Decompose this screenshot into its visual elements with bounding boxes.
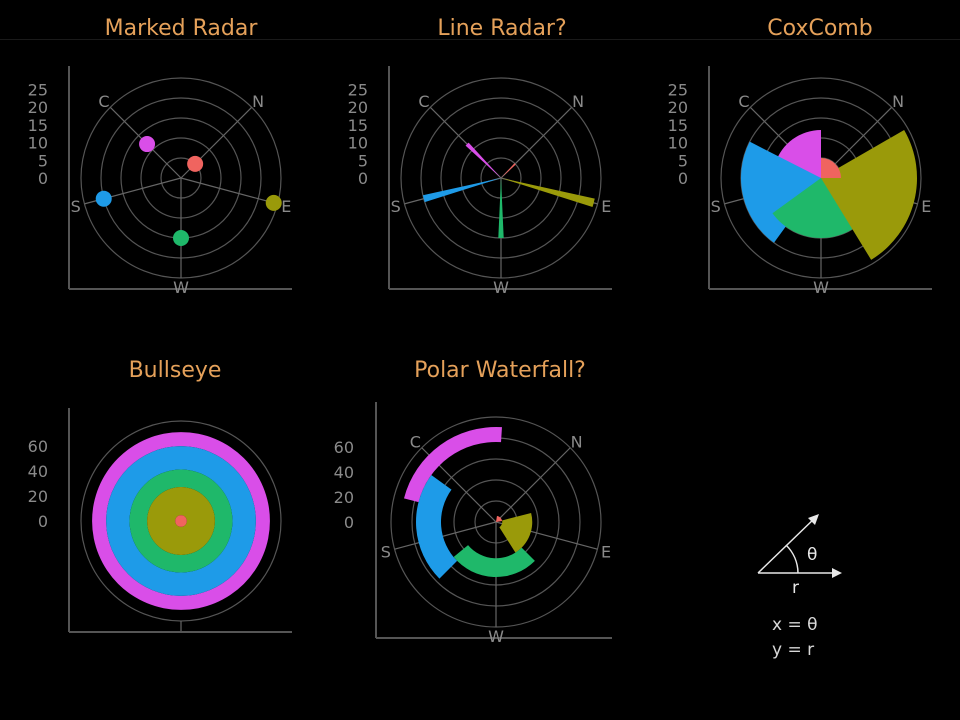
chart-title-line-radar: Line Radar? — [437, 16, 567, 41]
data-point-w — [173, 230, 189, 246]
legend-ray-arrowhead — [808, 514, 819, 525]
data-wedge-c — [465, 142, 501, 178]
r-tick-label: 5 — [678, 151, 688, 170]
grid-spoke — [394, 521, 497, 550]
direction-label-e: E — [601, 543, 611, 562]
r-tick-label: 25 — [28, 80, 48, 99]
data-wedge-s — [740, 141, 821, 243]
r-tick-label: 0 — [358, 169, 368, 188]
chart-title-marked-radar: Marked Radar — [104, 16, 258, 41]
data-wedge-w — [498, 178, 504, 238]
chart-title-bullseye: Bullseye — [128, 358, 222, 383]
direction-label-e: E — [281, 197, 291, 216]
r-tick-label: 10 — [28, 134, 48, 153]
r-tick-label: 5 — [38, 151, 48, 170]
r-tick-label: 40 — [28, 462, 48, 481]
direction-label-n: N — [252, 92, 264, 111]
data-wedge-e — [501, 178, 595, 207]
data-point-s — [95, 190, 112, 207]
data-point-c — [139, 136, 156, 153]
direction-label-s: S — [391, 197, 401, 216]
data-wedge-w — [772, 178, 870, 238]
r-tick-label: 10 — [348, 134, 368, 153]
direction-label-e: E — [921, 197, 931, 216]
r-tick-label: 60 — [28, 437, 48, 456]
r-tick-label: 20 — [348, 98, 368, 117]
r-tick-label: 0 — [38, 512, 48, 531]
data-ring-4 — [175, 515, 187, 527]
direction-label-c: C — [98, 92, 109, 111]
r-tick-label: 15 — [668, 116, 688, 135]
r-tick-label: 60 — [334, 438, 354, 457]
direction-label-n: N — [572, 92, 584, 111]
legend-theta-arc — [785, 544, 799, 574]
r-tick-label: 40 — [334, 463, 354, 482]
legend-x-equation: x = θ — [772, 615, 818, 635]
direction-label-c: C — [418, 92, 429, 111]
data-ring-3 — [147, 487, 215, 555]
direction-label-s: S — [381, 543, 391, 562]
data-segment-e — [499, 512, 533, 553]
legend-r-label: r — [792, 578, 799, 598]
data-ring-1 — [106, 446, 256, 596]
r-tick-label: 0 — [38, 169, 48, 188]
grid-spoke — [180, 177, 278, 205]
chart-title-coxcomb: CoxComb — [767, 16, 873, 41]
r-tick-label: 15 — [348, 116, 368, 135]
data-segment-s — [416, 474, 458, 579]
r-tick-label: 5 — [358, 151, 368, 170]
direction-label-w: W — [173, 278, 189, 297]
data-wedge-n — [821, 158, 841, 178]
direction-label-e: E — [601, 197, 611, 216]
r-tick-label: 20 — [28, 98, 48, 117]
data-segment-n — [496, 515, 503, 522]
r-tick-label: 20 — [668, 98, 688, 117]
direction-label-n: N — [892, 92, 904, 111]
direction-label-c: C — [410, 432, 421, 451]
r-tick-label: 25 — [668, 80, 688, 99]
data-wedge-e — [821, 130, 917, 260]
header-divider — [0, 39, 960, 40]
polar-legend-diagram: θ r — [757, 514, 842, 598]
r-tick-label: 20 — [28, 487, 48, 506]
r-tick-label: 15 — [28, 116, 48, 135]
legend-theta-label: θ — [807, 545, 817, 565]
direction-label-w: W — [493, 278, 509, 297]
r-tick-label: 20 — [334, 488, 354, 507]
data-point-e — [265, 194, 282, 211]
chart-panel-4: N E W S C 0 20 40 60 — [334, 402, 612, 646]
direction-label-c: C — [738, 92, 749, 111]
direction-label-n: N — [571, 432, 583, 451]
r-tick-label: 0 — [678, 169, 688, 188]
legend-y-equation: y = r — [772, 640, 815, 660]
data-segment-w — [453, 545, 535, 577]
grid-spoke — [495, 447, 571, 523]
data-wedge-s — [422, 178, 501, 203]
direction-label-s: S — [71, 197, 81, 216]
r-tick-label: 25 — [348, 80, 368, 99]
direction-label-w: W — [813, 278, 829, 297]
direction-label-w: W — [488, 627, 504, 646]
r-tick-label: 0 — [344, 513, 354, 532]
chart-title-polar-waterfall: Polar Waterfall? — [414, 358, 586, 383]
data-wedge-n — [501, 163, 516, 178]
legend-r-arrowhead — [832, 568, 842, 578]
data-point-n — [187, 155, 204, 172]
legend-ray — [757, 515, 818, 574]
r-tick-label: 10 — [668, 134, 688, 153]
data-segment-c — [403, 427, 502, 503]
data-ring-2 — [129, 469, 233, 573]
direction-label-s: S — [711, 197, 721, 216]
chart-panel-3: 0 20 40 60 — [28, 408, 292, 633]
